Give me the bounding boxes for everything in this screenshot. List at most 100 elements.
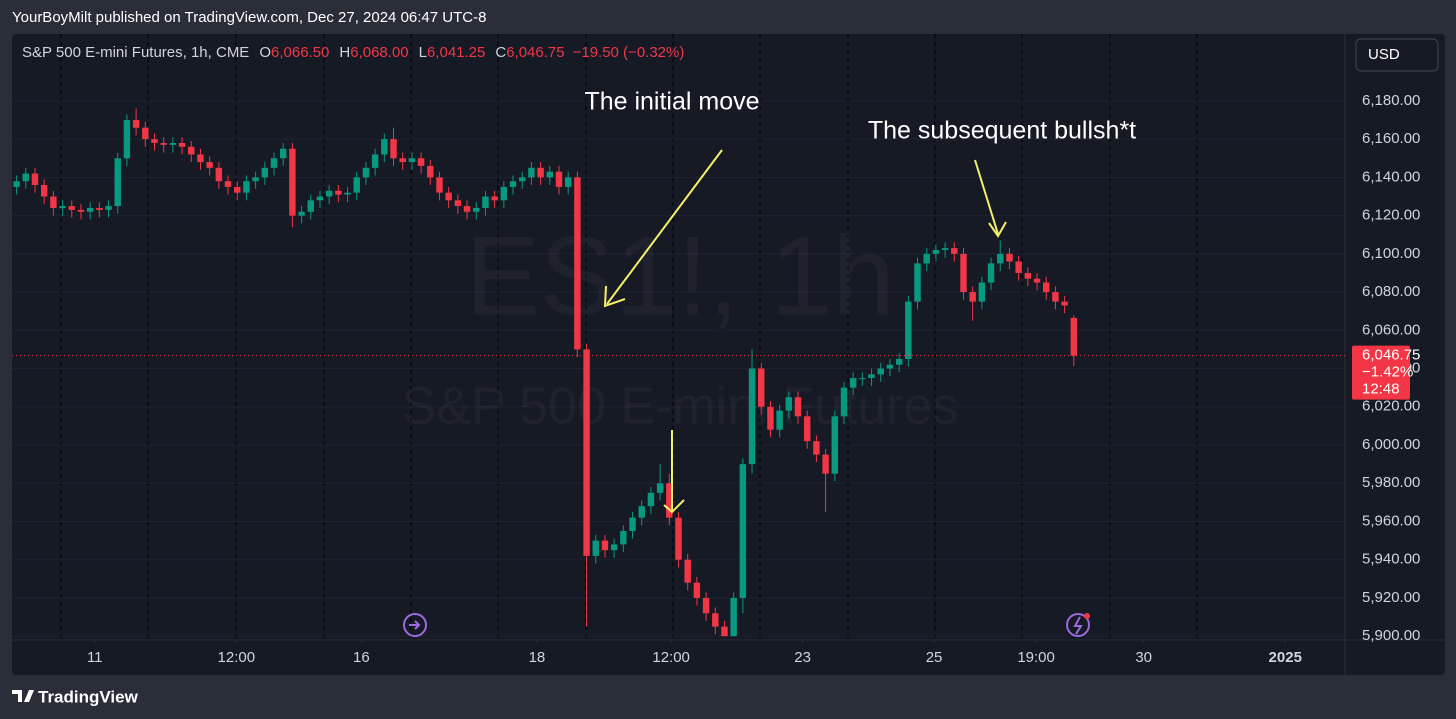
candle-body	[1061, 301, 1068, 306]
candle-body	[279, 148, 287, 159]
x-tick-label: 2025	[1269, 649, 1302, 666]
last-price-countdown: 12:48	[1362, 381, 1400, 398]
currency-button[interactable]	[1355, 38, 1439, 72]
candle-body	[160, 142, 167, 145]
legend-value: 6,046.75	[506, 44, 564, 61]
candle-body	[151, 139, 158, 143]
candle-body	[59, 206, 66, 208]
candle-body	[178, 142, 186, 147]
candle-body	[234, 186, 241, 193]
candle-body	[748, 368, 756, 465]
x-tick-label: 18	[529, 649, 546, 666]
watermark-name: S&P 500 E-mini Futures	[402, 378, 959, 436]
publisher-line: YourBoyMilt published on TradingView.com…	[12, 9, 486, 26]
candle-body	[803, 416, 811, 442]
candle-body	[445, 192, 452, 201]
candle-body	[528, 167, 535, 178]
candle-body	[335, 190, 342, 195]
chart-panel	[12, 34, 1445, 675]
candle-body	[197, 154, 204, 163]
annotation-arrows	[603, 149, 1007, 514]
legend-value: 6,066.50	[271, 44, 329, 61]
candle-body	[1015, 261, 1022, 273]
y-tick-label: 6,080.00	[1362, 283, 1420, 300]
candle-body	[50, 196, 57, 208]
candle-body	[647, 492, 655, 507]
x-tick-label: 16	[353, 649, 370, 666]
candle-body	[270, 158, 278, 168]
candle-body	[105, 206, 112, 210]
candle-body	[620, 531, 627, 545]
candle-body	[776, 410, 783, 430]
candle-body	[31, 173, 39, 186]
candle-body	[555, 171, 563, 187]
x-tick-label: 12:00	[652, 649, 690, 666]
y-tick-label: 6,060.00	[1362, 321, 1420, 338]
candle-body	[261, 167, 269, 178]
candle-body	[96, 207, 103, 210]
y-tick-label: 6,160.00	[1362, 130, 1420, 147]
legend-key: L	[419, 44, 427, 61]
candle-body	[941, 248, 949, 251]
candle-body	[739, 464, 747, 598]
candle-body	[473, 207, 480, 212]
candle-body	[895, 358, 903, 365]
candle-body	[142, 127, 149, 140]
y-tick-label: 6,100.00	[1362, 245, 1420, 262]
candle-body	[22, 173, 30, 182]
candle-body	[1033, 278, 1041, 283]
candle-body	[675, 517, 682, 560]
annotation: The subsequent bullsh*t	[868, 117, 1136, 145]
candle-body	[758, 368, 765, 407]
candle-body	[546, 171, 554, 178]
currency-label: USD	[1368, 46, 1400, 63]
candle-body	[399, 158, 406, 163]
candle-body	[188, 146, 195, 155]
candle-body	[914, 263, 921, 302]
x-tick-label: 19:00	[1017, 649, 1055, 666]
candle-body	[960, 253, 967, 293]
candle-body	[518, 177, 526, 182]
x-tick-label: 12:00	[218, 649, 256, 666]
y-tick-label: 5,920.00	[1362, 589, 1420, 606]
candle-body	[206, 162, 213, 168]
candle-body	[132, 120, 140, 128]
candle-body	[997, 253, 1004, 264]
candle-body	[702, 597, 710, 614]
candle-body	[307, 200, 314, 212]
legend-key: H	[339, 44, 350, 61]
candle-body	[822, 454, 829, 474]
y-tick-label: 6,020.00	[1362, 398, 1420, 415]
candle-body	[868, 374, 875, 379]
candle-body	[656, 483, 664, 493]
candle-body	[482, 196, 489, 208]
candle-body	[298, 211, 305, 216]
candle-body	[574, 177, 581, 350]
legend-key: O	[259, 44, 271, 61]
y-tick-label: 6,000.00	[1362, 436, 1420, 453]
candle-body	[831, 416, 839, 474]
candle-body	[840, 387, 848, 417]
candle-body	[243, 181, 250, 193]
candle-body	[693, 582, 701, 598]
y-tick-label: 5,900.00	[1362, 627, 1420, 644]
candle-body	[923, 253, 930, 264]
candle-body	[859, 378, 866, 380]
candle-body	[721, 626, 728, 637]
candle-body	[1043, 282, 1050, 293]
last-price-label: 6,046.75	[1362, 347, 1420, 364]
candle-body	[68, 206, 75, 210]
last-price-change: −1.42%	[1362, 364, 1413, 381]
candle-body	[500, 186, 508, 201]
brand	[12, 690, 34, 702]
candle-body	[1052, 292, 1059, 302]
legend-value: 6,068.00	[350, 44, 408, 61]
candle-body	[1024, 272, 1032, 279]
candle-body	[40, 185, 48, 197]
brand-name: TradingView	[38, 687, 139, 706]
candle-body	[13, 181, 20, 187]
candle-body	[877, 368, 884, 375]
y-tick-label: 6,180.00	[1362, 92, 1420, 109]
candle-body	[427, 165, 434, 178]
last-price-box	[1352, 345, 1410, 400]
